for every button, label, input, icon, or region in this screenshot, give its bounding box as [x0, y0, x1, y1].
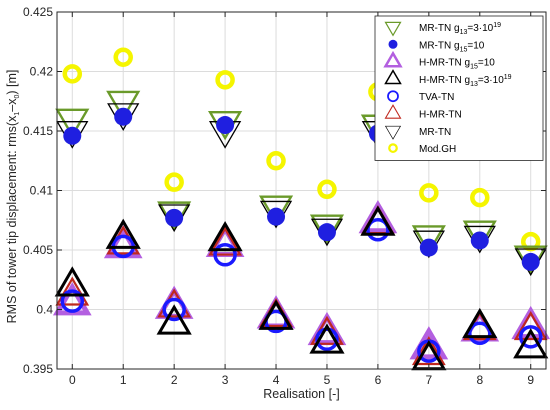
data-point	[360, 205, 396, 236]
x-tick-label: 9	[527, 373, 534, 387]
data-point	[215, 70, 235, 90]
y-axis-title-main: RMS of tower tip displacement: rms(x	[5, 115, 19, 323]
data-point	[55, 108, 90, 138]
data-point	[462, 220, 497, 250]
data-point	[55, 276, 90, 306]
data-point	[164, 172, 184, 192]
legend-entry-label: H-MR-TN g13=3·1019	[419, 74, 512, 88]
legend-entry-label: Mod.GH	[419, 144, 456, 155]
legend-marker	[384, 125, 402, 140]
x-tick-label: 0	[69, 373, 76, 387]
y-tick-label: 0.405	[23, 243, 53, 257]
data-point	[521, 252, 540, 271]
y-axis-title-end: ) [m]	[5, 70, 19, 95]
data-point	[468, 321, 492, 346]
x-tick-label: 5	[324, 373, 331, 387]
data-point	[207, 220, 243, 252]
legend-marker	[384, 69, 402, 85]
data-point	[106, 90, 141, 121]
data-point	[266, 151, 286, 171]
data-point	[309, 323, 345, 354]
data-point	[411, 225, 446, 255]
data-point	[317, 223, 336, 242]
data-point	[63, 126, 82, 145]
legend-entry-label: MR-TN	[419, 127, 451, 138]
data-marks	[52, 47, 550, 371]
data-point	[470, 187, 490, 208]
series-5	[52, 199, 550, 360]
legend-marker	[384, 21, 402, 37]
legend-entry-label: MR-TN g13=3·1019	[419, 22, 501, 36]
data-point	[213, 243, 237, 267]
legend-marker	[388, 39, 398, 49]
data-point	[267, 207, 286, 226]
x-axis-title: Realisation [-]	[263, 387, 339, 401]
x-tick-label: 8	[476, 373, 483, 387]
x-tick-label: 2	[171, 373, 178, 387]
legend-entry-label: MR-TN g15=10	[419, 40, 485, 53]
y-tick-label: 0.415	[23, 124, 53, 138]
y-axis-title-sub2: 0	[14, 95, 21, 99]
y-tick-label: 0.425	[23, 5, 53, 19]
data-point	[511, 305, 550, 340]
y-axis-title: RMS of tower tip displacement: rms(x1–x0…	[5, 70, 21, 324]
data-point	[513, 328, 549, 359]
data-point	[162, 297, 186, 322]
series-7	[54, 205, 549, 371]
data-point	[208, 226, 243, 256]
legend: MR-TN g13=3·1019 MR-TN g15=10 H-MR-TN g15=…	[374, 15, 544, 161]
y-axis-title-mid: –x	[5, 98, 19, 112]
y-tick-label: 0.41	[30, 184, 54, 198]
legend-entry-label: TVA-TN	[419, 92, 454, 103]
y-tick-label: 0.42	[30, 65, 54, 79]
x-tick-labels: 0 1 2 3 4 5 6 7 8 9	[69, 373, 534, 387]
legend-box	[374, 15, 544, 161]
data-point	[105, 218, 141, 249]
data-point	[317, 179, 337, 200]
legend-marker	[384, 104, 402, 119]
data-point	[156, 304, 192, 335]
y-axis-title-sub1: 1	[14, 112, 21, 116]
legend-entry-label: H-MR-TN g15=10	[419, 58, 495, 71]
data-point	[114, 107, 133, 126]
data-point	[165, 208, 184, 227]
x-tick-label: 3	[222, 373, 229, 387]
data-point	[366, 218, 390, 242]
data-point	[470, 231, 489, 250]
y-tick-labels: 0.395 0.4 0.405 0.41 0.415 0.42 0.425	[23, 5, 53, 376]
data-point	[258, 299, 294, 330]
data-point	[419, 238, 438, 257]
data-point	[358, 199, 398, 234]
data-point	[113, 47, 133, 67]
legend-marker	[383, 50, 403, 68]
x-tick-label: 7	[426, 373, 433, 387]
x-tick-label: 6	[375, 373, 382, 387]
data-point	[419, 183, 439, 203]
data-point	[258, 195, 294, 225]
data-point	[216, 116, 235, 135]
data-point	[462, 307, 498, 339]
y-tick-label: 0.4	[36, 303, 53, 317]
legend-marker	[387, 90, 399, 103]
legend-entry-label: H-MR-TN	[419, 110, 462, 121]
legend-marker	[388, 143, 398, 153]
x-tick-label: 1	[120, 373, 127, 387]
x-tick-label: 4	[273, 373, 280, 387]
data-point	[62, 64, 83, 84]
data-point	[513, 311, 548, 341]
data-point	[518, 325, 543, 349]
data-point	[60, 289, 85, 313]
data-point	[54, 266, 90, 297]
y-tick-label: 0.395	[23, 362, 53, 376]
